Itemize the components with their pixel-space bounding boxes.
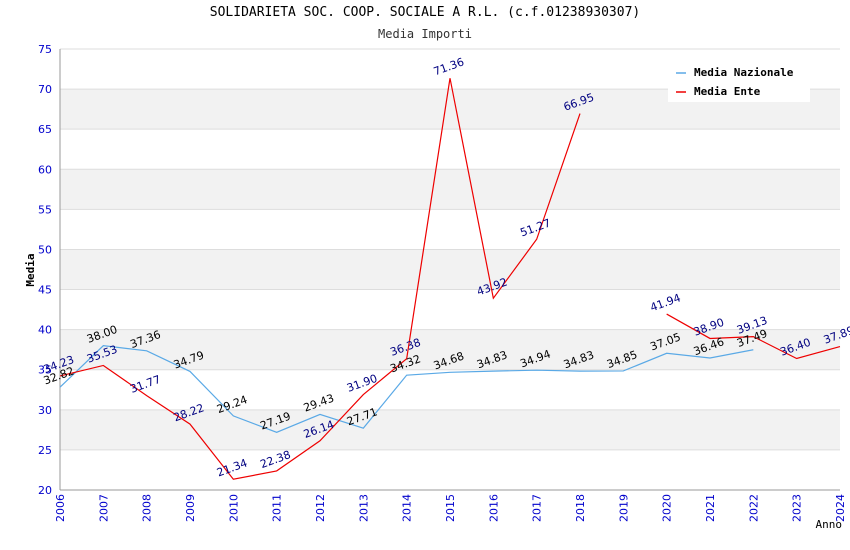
- grid-band: [60, 409, 840, 450]
- y-tick-label: 50: [38, 243, 52, 256]
- x-tick-label: 2015: [444, 494, 457, 522]
- legend: Media Nazionale Media Ente: [668, 60, 810, 102]
- legend-box: [668, 60, 810, 102]
- grid-band: [60, 289, 840, 330]
- x-tick-label: 2009: [184, 494, 197, 522]
- y-tick-label: 20: [38, 484, 52, 497]
- legend-label: Media Nazionale: [694, 66, 794, 79]
- grid-band: [60, 249, 840, 290]
- y-tick-label: 60: [38, 163, 52, 176]
- y-tick-label: 55: [38, 203, 52, 216]
- y-tick-label: 40: [38, 324, 52, 337]
- series-line-ente: [666, 313, 841, 360]
- x-tick-label: 2008: [141, 494, 154, 522]
- grid-band: [60, 169, 840, 210]
- y-axis-label: Media: [24, 253, 37, 286]
- series-line-nazionale: [59, 345, 754, 433]
- x-tick-label: 2022: [747, 494, 760, 522]
- series-lines: [59, 78, 841, 480]
- x-tick-label: 2012: [314, 494, 327, 522]
- y-tick-label: 45: [38, 284, 52, 297]
- y-tick-labels: 20 25 30 35 40 45 50 55 60 65 70 75: [38, 43, 52, 497]
- grid-bands: [60, 49, 840, 490]
- x-tick-label: 2020: [661, 494, 674, 522]
- y-tick-label: 65: [38, 123, 52, 136]
- x-tick-label: 2016: [487, 494, 500, 522]
- x-tick-label: 2014: [401, 494, 414, 522]
- x-tick-label: 2021: [704, 494, 717, 522]
- grid-band: [60, 449, 840, 490]
- x-tick-label: 2024: [834, 494, 847, 522]
- chart-subtitle: Media Importi: [378, 27, 472, 41]
- grid-band: [60, 369, 840, 410]
- y-tick-label: 25: [38, 444, 52, 457]
- x-tick-label: 2018: [574, 494, 587, 522]
- grid-band: [60, 209, 840, 250]
- x-tick-label: 2013: [357, 494, 370, 522]
- grid-band: [60, 329, 840, 370]
- y-tick-label: 70: [38, 83, 52, 96]
- x-tick-labels: 2006 2007 2008 2009 2010 2011 2012 2013 2014 2015…: [54, 494, 847, 522]
- x-tick-label: 2019: [617, 494, 630, 522]
- x-tick-label: 2006: [54, 494, 67, 522]
- x-tick-label: 2011: [271, 494, 284, 522]
- grid-band: [60, 129, 840, 170]
- legend-label: Media Ente: [694, 85, 761, 98]
- y-tick-label: 30: [38, 404, 52, 417]
- y-tick-label: 75: [38, 43, 52, 56]
- x-axis-label: Anno: [816, 518, 843, 531]
- x-tick-label: 2023: [791, 494, 804, 522]
- chart-title: SOLIDARIETA SOC. COOP. SOCIALE A R.L. (c…: [209, 5, 641, 20]
- x-tick-label: 2007: [97, 494, 110, 522]
- x-tick-label: 2017: [531, 494, 544, 522]
- y-tick-label: 35: [38, 364, 52, 377]
- series-line-ente: [59, 78, 581, 480]
- x-tick-label: 2010: [227, 494, 240, 522]
